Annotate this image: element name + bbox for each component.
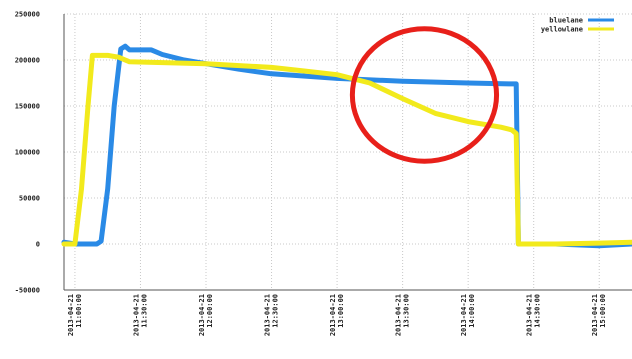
y-tick-label: 0 xyxy=(36,241,40,249)
y-tick-label: 250000 xyxy=(15,11,40,19)
x-tick-label-date: 2013-04-21 xyxy=(264,294,272,336)
axes xyxy=(63,14,632,291)
x-tick-label-time: 11:00:00 xyxy=(75,294,83,328)
x-tick-label-time: 12:00:00 xyxy=(206,294,214,328)
x-tick-label-time: 14:30:00 xyxy=(534,294,542,328)
x-tick-label-time: 13:00:00 xyxy=(337,294,345,328)
y-tick-label: 50000 xyxy=(19,195,40,203)
x-tick-label-time: 15:00:00 xyxy=(599,294,607,328)
x-tick-label-date: 2013-04-21 xyxy=(132,294,140,336)
x-tick-label: 2013-04-21 14:00:00 xyxy=(460,294,476,336)
y-axis-tick-labels: -50000 0 50000 100000 150000 200000 250000 xyxy=(15,11,40,295)
x-tick-label-time: 13:30:00 xyxy=(403,294,411,328)
x-tick-label: 2013-04-21 14:30:00 xyxy=(526,294,542,336)
x-tick-label-date: 2013-04-21 xyxy=(591,294,599,336)
x-tick-label: 2013-04-21 11:30:00 xyxy=(132,294,148,336)
y-tick-label: 100000 xyxy=(15,149,40,157)
x-tick-label-time: 11:30:00 xyxy=(140,294,148,328)
legend-label-bluelane: bluelane xyxy=(549,17,583,25)
x-tick-label-date: 2013-04-21 xyxy=(395,294,403,336)
x-tick-label-time: 14:00:00 xyxy=(468,294,476,328)
x-tick-label-time: 12:30:00 xyxy=(272,294,280,328)
y-tick-label: -50000 xyxy=(15,287,40,295)
x-tick-label-date: 2013-04-21 xyxy=(460,294,468,336)
y-tick-label: 200000 xyxy=(15,57,40,65)
x-tick-label: 2013-04-21 13:00:00 xyxy=(329,294,345,336)
x-tick-label-date: 2013-04-21 xyxy=(198,294,206,336)
x-tick-label: 2013-04-21 12:30:00 xyxy=(264,294,280,336)
x-tick-label: 2013-04-21 12:00:00 xyxy=(198,294,214,336)
x-axis-tick-labels: 2013-04-21 11:00:00 2013-04-21 11:30:00 2013… xyxy=(67,294,607,336)
x-tick-label-date: 2013-04-21 xyxy=(526,294,534,336)
series-lines xyxy=(61,43,632,249)
annotations xyxy=(349,26,500,164)
highlight-ellipse xyxy=(349,26,500,164)
x-tick-label: 2013-04-21 13:30:00 xyxy=(395,294,411,336)
x-tick-label-date: 2013-04-21 xyxy=(67,294,75,336)
series-line-yellowlane xyxy=(61,52,632,247)
x-tick-label: 2013-04-21 15:00:00 xyxy=(591,294,607,336)
legend-label-yellowlane: yellowlane xyxy=(541,26,583,34)
y-tick-label: 150000 xyxy=(15,103,40,111)
grid xyxy=(64,13,632,291)
x-tick-label: 2013-04-21 11:00:00 xyxy=(67,294,83,336)
x-tick-label-date: 2013-04-21 xyxy=(329,294,337,336)
